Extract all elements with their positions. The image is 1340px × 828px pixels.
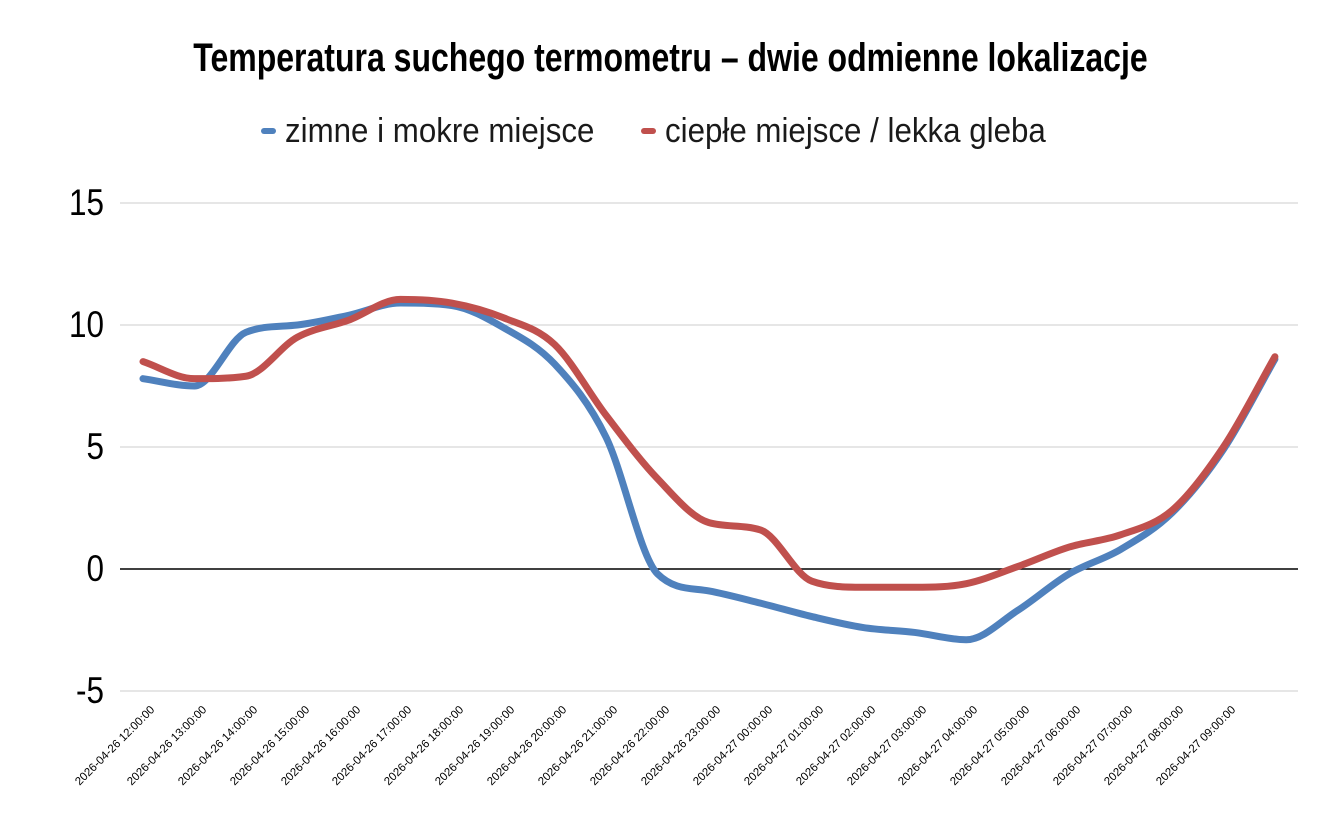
legend-label-cold-wet: zimne i mokre miejsce xyxy=(284,111,595,150)
title-row: Temperatura suchego termometru – dwie od… xyxy=(0,36,1340,81)
y-tick-label: 0 xyxy=(86,548,104,589)
legend-label-warm-light-soil: ciepłe miejsce / lekka gleba xyxy=(665,111,1046,150)
legend: zimne i mokre miejsce ciepłe miejsce / l… xyxy=(0,108,1340,154)
y-tick-label: 10 xyxy=(69,304,104,345)
chart-title: Temperatura suchego termometru – dwie od… xyxy=(192,36,1148,80)
legend-item-warm-light-soil[interactable]: ciepłe miejsce / lekka gleba xyxy=(641,112,1079,151)
legend-swatch-warm-light-soil xyxy=(641,128,657,134)
y-tick-label: 5 xyxy=(86,426,104,467)
series-line-warm-light-soil[interactable] xyxy=(139,295,1279,591)
legend-item-cold-wet[interactable]: zimne i mokre miejsce xyxy=(260,111,621,151)
y-tick-label: 15 xyxy=(69,182,104,223)
legend-swatch-cold-wet xyxy=(260,128,276,134)
y-tick-label: -5 xyxy=(76,670,104,711)
series-line-cold-wet[interactable] xyxy=(139,299,1279,644)
